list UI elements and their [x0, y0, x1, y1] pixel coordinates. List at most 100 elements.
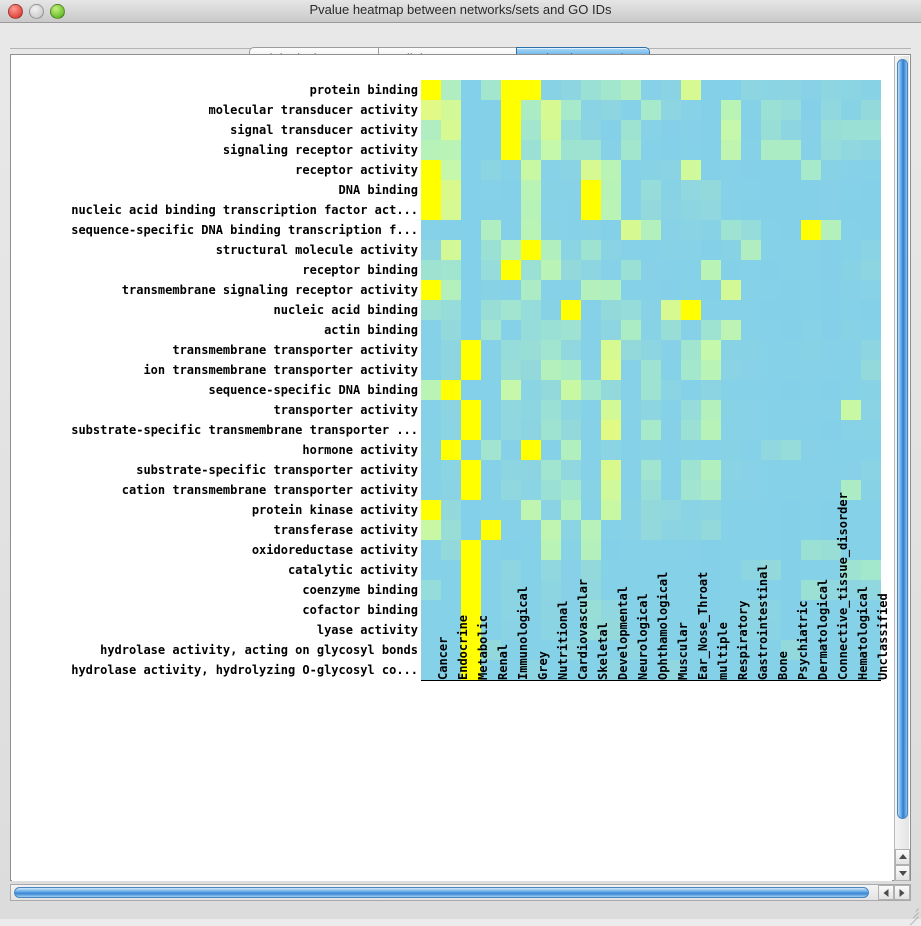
heatmap-cell[interactable]: [681, 560, 701, 580]
heatmap-cell[interactable]: [501, 540, 521, 560]
heatmap-cell[interactable]: [601, 220, 621, 240]
heatmap-cell[interactable]: [661, 540, 681, 560]
heatmap-cell[interactable]: [501, 580, 521, 600]
heatmap-cell[interactable]: [641, 340, 661, 360]
heatmap-cell[interactable]: [821, 100, 841, 120]
heatmap-cell[interactable]: [801, 640, 821, 660]
heatmap-cell[interactable]: [841, 220, 861, 240]
heatmap-cell[interactable]: [441, 120, 461, 140]
heatmap-cell[interactable]: [841, 480, 861, 500]
heatmap-cell[interactable]: [601, 660, 621, 680]
heatmap-cell[interactable]: [441, 260, 461, 280]
heatmap-cell[interactable]: [561, 500, 581, 520]
heatmap-cell[interactable]: [481, 460, 501, 480]
heatmap-cell[interactable]: [461, 480, 481, 500]
heatmap-cell[interactable]: [621, 520, 641, 540]
heatmap-cell[interactable]: [721, 280, 741, 300]
heatmap-cell[interactable]: [481, 420, 501, 440]
heatmap-cell[interactable]: [481, 280, 501, 300]
heatmap-cell[interactable]: [441, 240, 461, 260]
heatmap-cell[interactable]: [861, 460, 881, 480]
heatmap-cell[interactable]: [501, 120, 521, 140]
heatmap-cell[interactable]: [741, 360, 761, 380]
heatmap-cell[interactable]: [601, 540, 621, 560]
heatmap-cell[interactable]: [581, 120, 601, 140]
heatmap-cell[interactable]: [641, 80, 661, 100]
heatmap-cell[interactable]: [761, 580, 781, 600]
heatmap-cell[interactable]: [801, 620, 821, 640]
heatmap-cell[interactable]: [461, 380, 481, 400]
heatmap-cell[interactable]: [541, 400, 561, 420]
heatmap-cell[interactable]: [721, 340, 741, 360]
heatmap-cell[interactable]: [821, 580, 841, 600]
heatmap-cell[interactable]: [481, 500, 501, 520]
heatmap-cell[interactable]: [761, 420, 781, 440]
heatmap-cell[interactable]: [721, 300, 741, 320]
heatmap-cell[interactable]: [661, 660, 681, 680]
heatmap-cell[interactable]: [561, 380, 581, 400]
heatmap-cell[interactable]: [701, 220, 721, 240]
heatmap-cell[interactable]: [501, 600, 521, 620]
heatmap-cell[interactable]: [641, 260, 661, 280]
heatmap-cell[interactable]: [481, 260, 501, 280]
heatmap-cell[interactable]: [441, 160, 461, 180]
heatmap-cell[interactable]: [701, 380, 721, 400]
heatmap-cell[interactable]: [481, 100, 501, 120]
heatmap-cell[interactable]: [661, 620, 681, 640]
heatmap-cell[interactable]: [821, 400, 841, 420]
heatmap-cell[interactable]: [801, 660, 821, 680]
heatmap-cell[interactable]: [601, 200, 621, 220]
heatmap-cell[interactable]: [501, 180, 521, 200]
heatmap-cell[interactable]: [421, 140, 441, 160]
heatmap-cell[interactable]: [781, 640, 801, 660]
heatmap-cell[interactable]: [661, 480, 681, 500]
heatmap-grid[interactable]: [421, 80, 881, 681]
heatmap-cell[interactable]: [741, 260, 761, 280]
heatmap-cell[interactable]: [821, 140, 841, 160]
heatmap-cell[interactable]: [701, 600, 721, 620]
heatmap-cell[interactable]: [641, 300, 661, 320]
heatmap-cell[interactable]: [521, 140, 541, 160]
heatmap-cell[interactable]: [661, 420, 681, 440]
heatmap-cell[interactable]: [761, 200, 781, 220]
heatmap-cell[interactable]: [701, 160, 721, 180]
heatmap-cell[interactable]: [461, 560, 481, 580]
heatmap-cell[interactable]: [441, 500, 461, 520]
heatmap-cell[interactable]: [821, 560, 841, 580]
heatmap-cell[interactable]: [801, 400, 821, 420]
heatmap-cell[interactable]: [501, 240, 521, 260]
heatmap-cell[interactable]: [681, 260, 701, 280]
heatmap-cell[interactable]: [741, 500, 761, 520]
heatmap-cell[interactable]: [641, 280, 661, 300]
heatmap-cell[interactable]: [821, 80, 841, 100]
heatmap-cell[interactable]: [521, 120, 541, 140]
heatmap-cell[interactable]: [421, 660, 441, 680]
heatmap-cell[interactable]: [461, 100, 481, 120]
heatmap-cell[interactable]: [741, 540, 761, 560]
heatmap-cell[interactable]: [661, 320, 681, 340]
heatmap-cell[interactable]: [861, 100, 881, 120]
heatmap-cell[interactable]: [421, 420, 441, 440]
heatmap-cell[interactable]: [821, 640, 841, 660]
heatmap-cell[interactable]: [821, 520, 841, 540]
heatmap-cell[interactable]: [601, 520, 621, 540]
heatmap-cell[interactable]: [561, 660, 581, 680]
heatmap-cell[interactable]: [421, 580, 441, 600]
heatmap-cell[interactable]: [761, 480, 781, 500]
heatmap-cell[interactable]: [601, 460, 621, 480]
heatmap-cell[interactable]: [861, 580, 881, 600]
heatmap-cell[interactable]: [781, 80, 801, 100]
heatmap-cell[interactable]: [561, 340, 581, 360]
heatmap-cell[interactable]: [561, 520, 581, 540]
heatmap-cell[interactable]: [541, 460, 561, 480]
heatmap-cell[interactable]: [681, 160, 701, 180]
heatmap-cell[interactable]: [521, 600, 541, 620]
heatmap-cell[interactable]: [841, 240, 861, 260]
heatmap-cell[interactable]: [681, 600, 701, 620]
heatmap-cell[interactable]: [721, 440, 741, 460]
heatmap-cell[interactable]: [421, 120, 441, 140]
heatmap-cell[interactable]: [621, 540, 641, 560]
heatmap-cell[interactable]: [861, 640, 881, 660]
heatmap-cell[interactable]: [621, 160, 641, 180]
heatmap-cell[interactable]: [441, 560, 461, 580]
